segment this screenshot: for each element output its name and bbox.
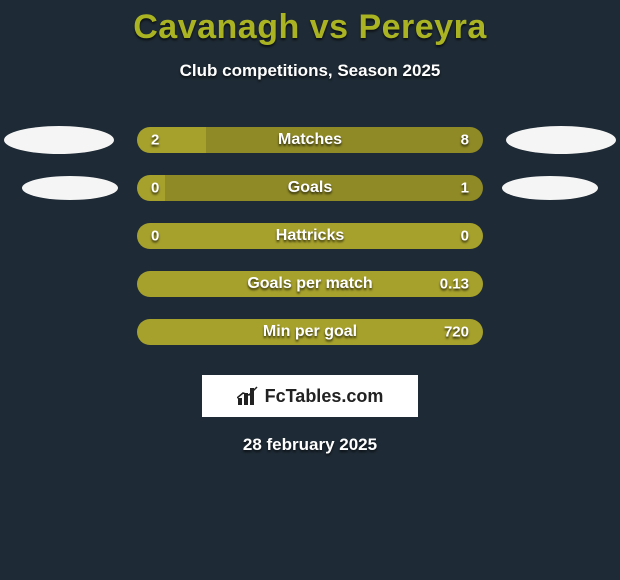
- date-label: 28 february 2025: [0, 435, 620, 455]
- stat-rows: Matches 2 8 Goals 0 1 Hattricks 0 0 Goals per mat…: [0, 127, 620, 345]
- player-avatar-left: [4, 126, 114, 154]
- stat-row: Goals 0 1: [0, 175, 620, 201]
- page-title: Cavanagh vs Pereyra: [0, 8, 620, 47]
- stat-value-right: 8: [461, 132, 469, 149]
- stat-value-right: 0.13: [440, 276, 469, 293]
- stat-row: Matches 2 8: [0, 127, 620, 153]
- stat-bar: Hattricks 0 0: [137, 223, 483, 249]
- stat-label: Matches: [278, 131, 342, 149]
- subtitle: Club competitions, Season 2025: [0, 61, 620, 81]
- stat-bar: Min per goal 720: [137, 319, 483, 345]
- bar-segment-left: [137, 127, 206, 153]
- stat-value-right: 1: [461, 180, 469, 197]
- comparison-infographic: Cavanagh vs Pereyra Club competitions, S…: [0, 0, 620, 455]
- stat-row: Goals per match 0.13: [0, 271, 620, 297]
- stat-bar: Matches 2 8: [137, 127, 483, 153]
- stat-row: Hattricks 0 0: [0, 223, 620, 249]
- chart-bars-icon: [237, 386, 259, 406]
- stat-label: Goals per match: [247, 275, 372, 293]
- stat-bar: Goals 0 1: [137, 175, 483, 201]
- stat-label: Goals: [288, 179, 332, 197]
- player-avatar-right: [506, 126, 616, 154]
- stat-row: Min per goal 720: [0, 319, 620, 345]
- stat-bar: Goals per match 0.13: [137, 271, 483, 297]
- brand-logo: FcTables.com: [202, 375, 418, 417]
- stat-label: Hattricks: [276, 227, 344, 245]
- brand-name: FcTables.com: [265, 386, 384, 407]
- team-badge-right: [502, 176, 598, 200]
- stat-value-right: 0: [461, 228, 469, 245]
- bar-segment-right: [206, 127, 483, 153]
- stat-value-left: 0: [151, 228, 159, 245]
- stat-value-left: 0: [151, 180, 159, 197]
- team-badge-left: [22, 176, 118, 200]
- stat-value-right: 720: [444, 324, 469, 341]
- stat-value-left: 2: [151, 132, 159, 149]
- stat-label: Min per goal: [263, 323, 357, 341]
